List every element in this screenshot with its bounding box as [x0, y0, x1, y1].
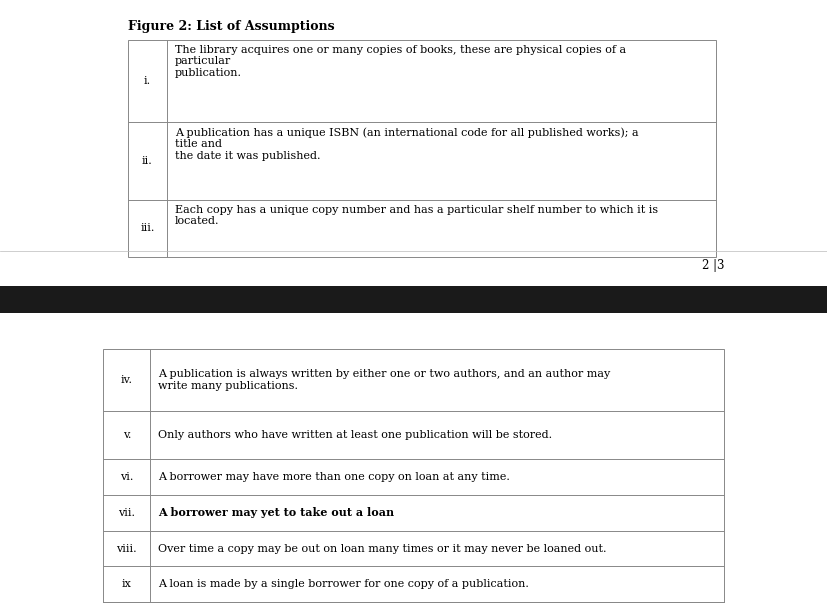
Text: A publication has a unique ISBN (an international code for all published works);: A publication has a unique ISBN (an inte…: [174, 127, 638, 161]
Bar: [0, 286, 827, 313]
Text: iv.: iv.: [121, 375, 132, 385]
Bar: [128, 40, 715, 257]
Text: A borrower may yet to take out a loan: A borrower may yet to take out a loan: [158, 507, 394, 518]
Text: i.: i.: [144, 76, 151, 86]
Text: Each copy has a unique copy number and has a particular shelf number to which it: Each copy has a unique copy number and h…: [174, 204, 657, 226]
Text: iii.: iii.: [140, 223, 155, 233]
Text: ii.: ii.: [142, 156, 153, 166]
Text: A publication is always written by either one or two authors, and an author may
: A publication is always written by eithe…: [158, 369, 609, 391]
Text: vii.: vii.: [118, 508, 135, 518]
Bar: [0, 0, 827, 286]
Text: 2 |3: 2 |3: [701, 259, 724, 272]
Text: vi.: vi.: [120, 472, 133, 482]
Text: v.: v.: [122, 430, 131, 440]
Text: A borrower may have more than one copy on loan at any time.: A borrower may have more than one copy o…: [158, 472, 509, 482]
Bar: [103, 349, 724, 602]
Text: A loan is made by a single borrower for one copy of a publication.: A loan is made by a single borrower for …: [158, 579, 528, 589]
Text: Figure 2: List of Assumptions: Figure 2: List of Assumptions: [128, 20, 335, 33]
Text: The library acquires one or many copies of books, these are physical copies of a: The library acquires one or many copies …: [174, 45, 625, 78]
Text: viii.: viii.: [117, 543, 137, 553]
Text: Only authors who have written at least one publication will be stored.: Only authors who have written at least o…: [158, 430, 552, 440]
Text: Over time a copy may be out on loan many times or it may never be loaned out.: Over time a copy may be out on loan many…: [158, 543, 606, 553]
Text: ix: ix: [122, 579, 131, 589]
Bar: [0, 313, 827, 614]
